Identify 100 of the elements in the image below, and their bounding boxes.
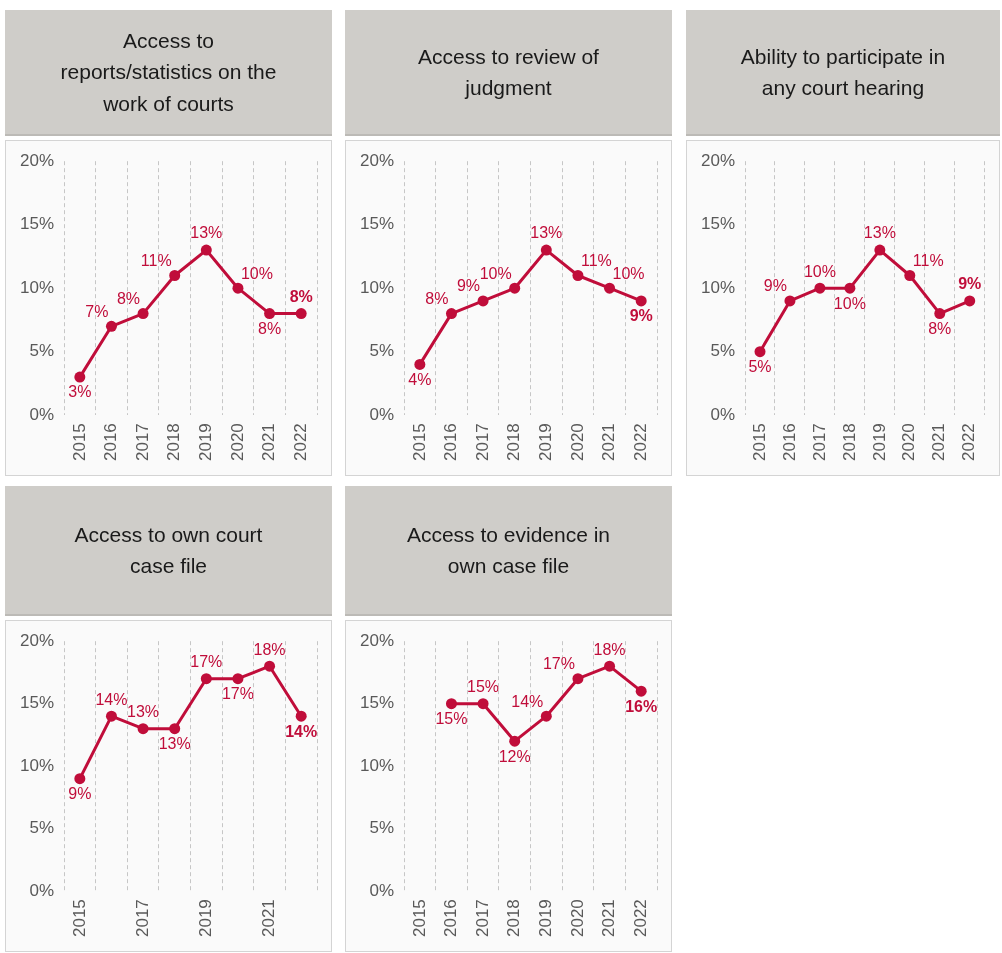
y-tick-label: 10% — [19, 277, 55, 297]
x-tick-label: 2015 — [69, 423, 89, 462]
x-tick-label: 2017 — [809, 423, 829, 462]
data-label: 8% — [425, 290, 449, 307]
point — [814, 282, 826, 294]
y-tick-label: 5% — [710, 341, 736, 361]
point — [200, 244, 212, 256]
data-label: 9% — [763, 277, 787, 295]
x-tick-label: 2016 — [441, 899, 461, 938]
y-tick-label: 5% — [369, 818, 395, 838]
point — [264, 308, 276, 320]
data-label: 16% — [625, 697, 658, 715]
data-label: 9% — [629, 307, 653, 325]
data-label: 8% — [116, 290, 141, 307]
chart-title: Ability to participate in any court hearing — [739, 43, 947, 101]
data-label: 3% — [68, 383, 92, 401]
y-tick-label: 5% — [29, 341, 55, 361]
x-tick-label: 2021 — [929, 423, 949, 462]
data-label: 17% — [221, 685, 254, 703]
point — [964, 295, 976, 307]
data-label: 18% — [253, 640, 286, 658]
point — [509, 282, 521, 294]
x-tick-label: 2021 — [259, 899, 279, 938]
data-label: 13% — [530, 224, 563, 242]
y-tick-label: 10% — [19, 755, 55, 775]
point — [635, 685, 647, 697]
x-tick-label: 2019 — [536, 423, 556, 462]
x-tick-label: 2019 — [536, 899, 556, 938]
data-label: 14% — [511, 692, 544, 710]
data-label: 12% — [498, 747, 531, 765]
data-label: 18% — [593, 640, 626, 658]
point — [477, 698, 489, 710]
y-tick-label: 15% — [359, 214, 395, 234]
chart-title: Access to review of judgment — [417, 43, 600, 101]
point — [904, 269, 916, 281]
data-label: 9% — [68, 785, 92, 803]
x-tick-label: 2015 — [69, 899, 89, 938]
data-label: 17% — [542, 655, 575, 673]
point — [572, 673, 584, 685]
x-tick-label: 2022 — [630, 423, 650, 462]
point — [934, 308, 946, 320]
point — [874, 244, 886, 256]
data-label: 8% — [289, 288, 313, 305]
x-tick-label: 2018 — [504, 899, 524, 938]
x-tick-label: 2020 — [567, 899, 587, 938]
data-label: 10% — [240, 264, 273, 282]
x-tick-label: 2017 — [472, 423, 492, 462]
y-tick-label: 20% — [700, 150, 736, 170]
y-tick-label: 10% — [359, 755, 395, 775]
x-tick-label: 2021 — [599, 423, 619, 462]
x-tick-label: 2020 — [567, 423, 587, 462]
y-tick-label: 20% — [19, 150, 55, 170]
data-label: 11% — [140, 251, 172, 269]
point — [540, 710, 552, 722]
x-tick-label: 2016 — [441, 423, 461, 462]
data-label: 11% — [580, 251, 612, 269]
point — [105, 710, 117, 722]
data-label: 17% — [190, 653, 223, 671]
y-tick-label: 15% — [19, 693, 55, 713]
point — [105, 320, 117, 332]
point — [169, 269, 181, 281]
point — [604, 282, 616, 294]
x-tick-label: 2022 — [630, 899, 650, 938]
y-tick-label: 15% — [700, 214, 736, 234]
x-tick-label: 2016 — [101, 423, 121, 462]
y-tick-label: 0% — [29, 880, 55, 900]
x-tick-label: 2020 — [227, 423, 247, 462]
point — [169, 723, 181, 735]
x-tick-label: 2016 — [779, 423, 799, 462]
x-tick-label: 2015 — [409, 899, 429, 938]
y-tick-label: 0% — [29, 404, 55, 424]
y-tick-label: 0% — [710, 404, 736, 424]
x-tick-label: 2018 — [164, 423, 184, 462]
data-label: 9% — [456, 277, 481, 295]
x-tick-label: 2021 — [599, 899, 619, 938]
data-label: 10% — [833, 294, 866, 312]
point — [295, 308, 307, 320]
data-label: 10% — [479, 264, 512, 282]
point — [445, 308, 457, 320]
x-tick-label: 2017 — [132, 423, 152, 462]
point — [509, 735, 521, 747]
data-label: 15% — [467, 678, 500, 696]
data-label: 9% — [958, 275, 982, 293]
data-label: 5% — [748, 358, 772, 376]
x-tick-label: 2018 — [839, 423, 859, 462]
point — [844, 282, 856, 294]
data-label: 11% — [912, 251, 944, 269]
point — [232, 673, 244, 685]
data-label: 4% — [408, 370, 432, 388]
data-label: 14% — [285, 722, 318, 740]
point — [572, 269, 584, 281]
y-tick-label: 20% — [359, 630, 395, 650]
x-tick-label: 2019 — [196, 423, 216, 462]
y-tick-label: 5% — [29, 818, 55, 838]
data-label: 15% — [435, 710, 468, 728]
data-label: 13% — [863, 224, 896, 242]
point — [604, 660, 616, 672]
y-tick-label: 10% — [359, 277, 395, 297]
point — [200, 673, 212, 685]
point — [137, 723, 149, 735]
